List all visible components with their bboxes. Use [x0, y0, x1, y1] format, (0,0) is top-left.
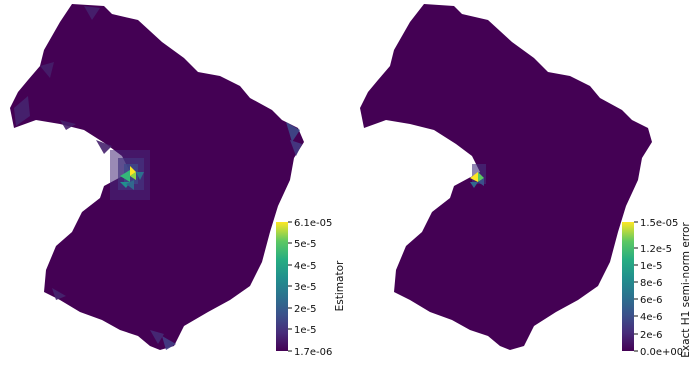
colorbar-tick-label: 6e-6	[640, 295, 663, 306]
colorbar-tick-label: 4e-5	[294, 261, 317, 272]
estimator-plot: 6.1e-05 5e-5 4e-5 3e-5 2e-5 1e-5 1.7e-06…	[10, 4, 346, 358]
colorbar-tick-label: 5e-5	[294, 239, 317, 250]
colorbar-gradient	[276, 222, 288, 351]
colorbar-title: Exact H1 semi-norm error	[680, 222, 692, 358]
estimator-panel: 6.1e-05 5e-5 4e-5 3e-5 2e-5 1e-5 1.7e-06…	[10, 4, 346, 358]
exact-error-panel: 1.5e-05 1.2e-5 1e-5 8e-6 6e-6 4e-6 2e-6 …	[346, 0, 692, 368]
mesh-domain	[10, 4, 304, 350]
colorbar-tick-label: 1.7e-06	[294, 347, 332, 358]
estimator-mesh	[10, 4, 304, 350]
colorbar-tick-label: 3e-5	[294, 282, 317, 293]
colorbar-ticks	[288, 221, 292, 352]
mesh-cells	[14, 6, 302, 350]
colorbar-title: Estimator	[334, 260, 346, 311]
colorbar-tick-label: 2e-5	[294, 304, 317, 315]
estimator-hotspot	[110, 150, 150, 200]
mesh-domain	[360, 4, 652, 350]
colorbar-tick-label: 1e-5	[640, 261, 663, 272]
colorbar-ticks	[634, 221, 638, 352]
colorbar-tick-label: 6.1e-05	[294, 218, 332, 229]
colorbar-tick-label: 4e-6	[640, 312, 663, 323]
colorbar-tick-label: 2e-6	[640, 330, 663, 341]
colorbar-tick-label: 1.5e-05	[640, 218, 678, 229]
exact-error-plot: 1.5e-05 1.2e-5 1e-5 8e-6 6e-6 4e-6 2e-6 …	[360, 4, 692, 358]
colorbar-tick-label: 1e-5	[294, 325, 317, 336]
exact-error-hotspot	[470, 164, 486, 188]
exact-error-mesh	[360, 4, 652, 350]
colorbar-tick-label: 8e-6	[640, 278, 663, 289]
colorbar-gradient	[622, 222, 634, 351]
colorbar-tick-label: 0.0e+00	[640, 347, 683, 358]
estimator-colorbar: 6.1e-05 5e-5 4e-5 3e-5 2e-5 1e-5 1.7e-06…	[276, 218, 346, 358]
exact-error-colorbar: 1.5e-05 1.2e-5 1e-5 8e-6 6e-6 4e-6 2e-6 …	[622, 218, 692, 358]
colorbar-tick-label: 1.2e-5	[640, 244, 672, 255]
